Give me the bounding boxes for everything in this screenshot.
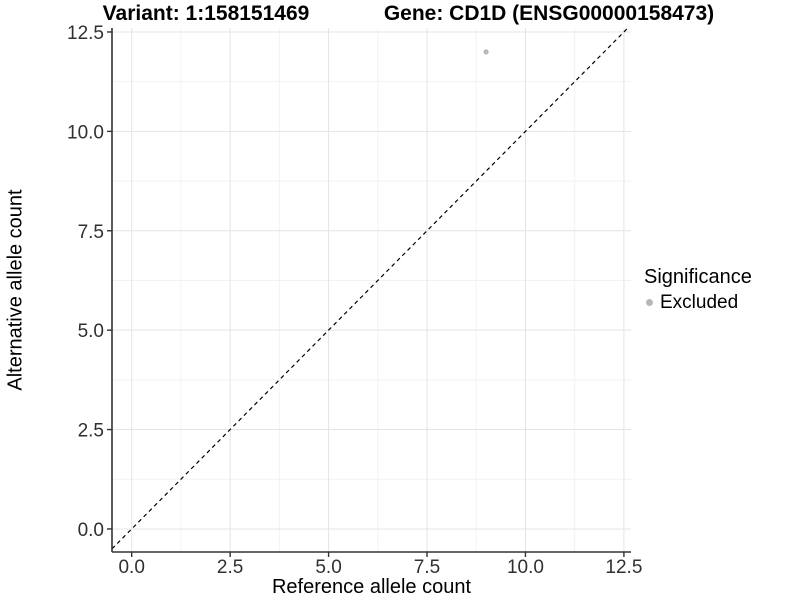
plot-title-gene: Gene: CD1D (ENSG00000158473): [383, 2, 715, 25]
identity-line: [111, 27, 629, 550]
y-tick-label: 5.0: [78, 321, 104, 342]
y-tick-label: 10.0: [67, 122, 104, 143]
legend: Significance Excluded: [644, 266, 752, 314]
y-tick-label: 7.5: [78, 222, 104, 243]
y-tick-label: 0.0: [78, 520, 104, 541]
x-tick-label: 5.0: [315, 557, 341, 578]
data-point: [483, 49, 489, 55]
legend-item-label: Excluded: [660, 292, 739, 313]
y-tick-label: 12.5: [67, 23, 104, 44]
legend-item-excluded: Excluded: [644, 292, 752, 314]
y-tick-label: 2.5: [78, 421, 104, 442]
x-tick-label: 12.5: [605, 557, 642, 578]
x-tick-label: 7.5: [414, 557, 440, 578]
x-tick-label: 0.0: [118, 557, 144, 578]
y-axis-title: Alternative allele count: [4, 189, 27, 391]
plot-title-variant: Variant: 1:158151469: [102, 2, 310, 25]
legend-point-swatch: [646, 299, 653, 307]
legend-title: Significance: [644, 266, 752, 288]
x-tick-label: 2.5: [217, 557, 243, 578]
x-axis-title: Reference allele count: [271, 576, 471, 598]
x-tick-label: 10.0: [507, 557, 544, 578]
